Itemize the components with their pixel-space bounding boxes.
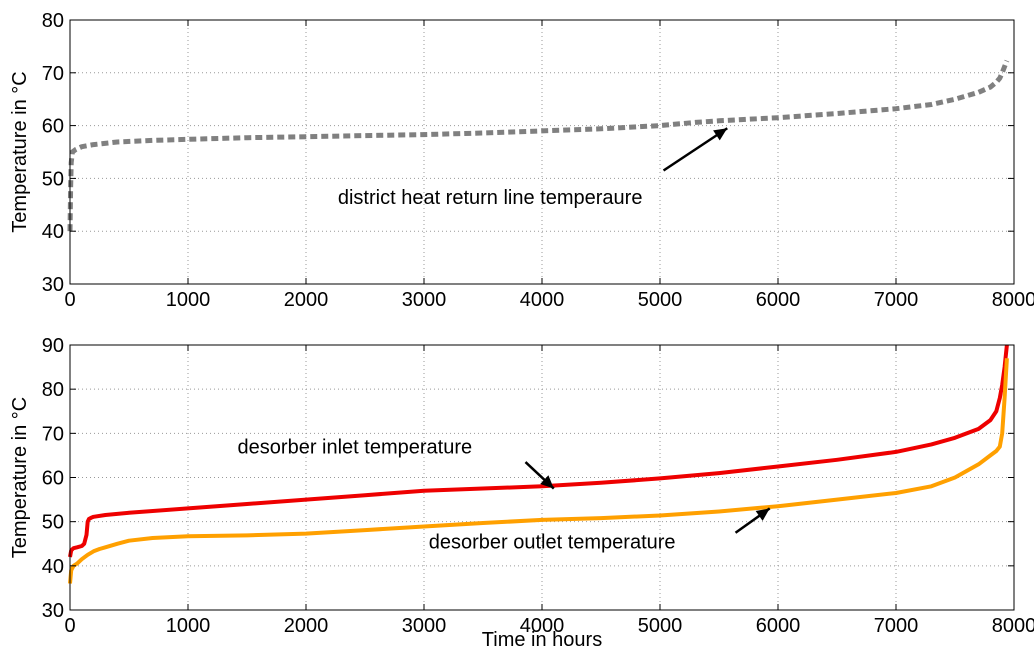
x-tick-label: 7000 xyxy=(874,289,919,311)
y-axis-label: Temperature in °C xyxy=(9,71,31,232)
annotation-arrow-head xyxy=(755,508,770,521)
annotation-arrow-head xyxy=(540,475,554,489)
series-line-2 xyxy=(68,358,1009,584)
x-tick-label: 4000 xyxy=(520,289,565,311)
x-tick-label: 0 xyxy=(64,615,75,637)
annotation-label: district heat return line temperaure xyxy=(338,187,643,209)
annotation-arrow-head xyxy=(713,128,728,141)
x-tick-label: 1000 xyxy=(166,615,211,637)
chart-panel-2: 0 1000 2000 3000 4000 5000 6000 7000 8000 30 40 50 6… xyxy=(9,335,1034,651)
x-tick-label: 4000 xyxy=(520,615,565,637)
y-tick-label: 70 xyxy=(42,63,64,85)
y-tick-label: 80 xyxy=(42,10,64,32)
y-tick-label: 60 xyxy=(42,468,64,490)
chart-panel-1: 0 1000 2000 3000 4000 5000 6000 7000 8000 30 40 50 6… xyxy=(9,10,1034,311)
x-tick-label: 8000 xyxy=(992,289,1034,311)
x-tick-label: 0 xyxy=(64,289,75,311)
x-tick-label: 8000 xyxy=(992,615,1034,637)
annotation-label: desorber inlet temperature xyxy=(238,437,473,459)
x-tick-label: 3000 xyxy=(402,289,447,311)
y-tick-label: 80 xyxy=(42,379,64,401)
x-tick-label: 2000 xyxy=(284,289,329,311)
y-tick-label: 70 xyxy=(42,423,64,445)
annotation-label: desorber outlet temperature xyxy=(429,532,676,554)
series-line-1 xyxy=(67,59,1010,232)
y-tick-label: 50 xyxy=(42,168,64,190)
x-tick-label: 6000 xyxy=(756,615,801,637)
y-tick-label: 50 xyxy=(42,512,64,534)
y-tick-label: 30 xyxy=(42,600,64,622)
x-tick-label: 3000 xyxy=(402,615,447,637)
x-tick-label: 2000 xyxy=(284,615,329,637)
y-tick-label: 30 xyxy=(42,274,64,296)
x-tick-label: 7000 xyxy=(874,615,919,637)
x-axis-label: Time in hours xyxy=(482,629,602,649)
y-tick-label: 60 xyxy=(42,116,64,138)
x-tick-label: 5000 xyxy=(638,615,683,637)
x-tick-label: 6000 xyxy=(756,289,801,311)
x-tick-label: 1000 xyxy=(166,289,211,311)
y-axis-label: Temperature in °C xyxy=(9,397,31,558)
x-tick-label: 5000 xyxy=(638,289,683,311)
y-tick-label: 40 xyxy=(42,221,64,243)
y-tick-label: 90 xyxy=(42,335,64,357)
y-tick-label: 40 xyxy=(42,556,64,578)
series-line-1 xyxy=(68,344,1009,558)
